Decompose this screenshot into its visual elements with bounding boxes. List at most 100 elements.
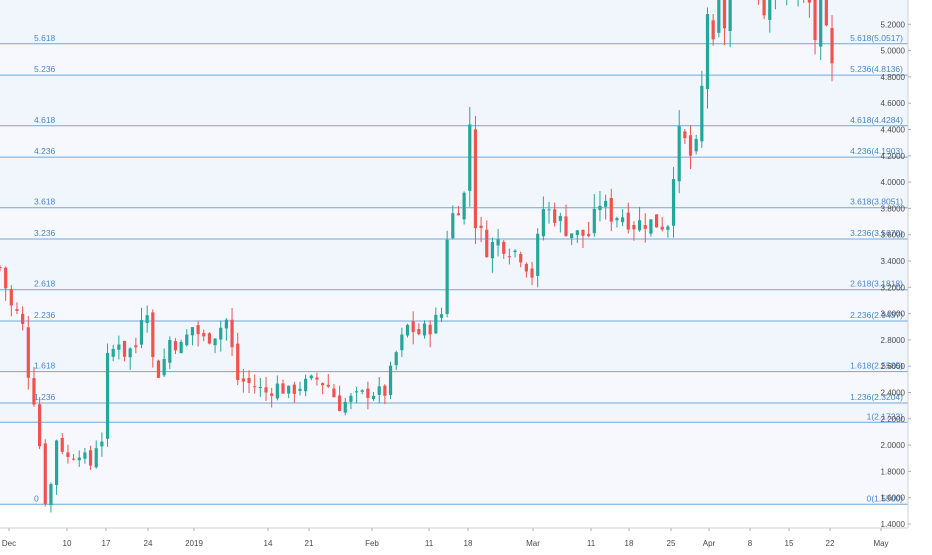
y-tick-label: 2.2000 bbox=[881, 415, 906, 424]
candle-body bbox=[173, 341, 178, 351]
candle-body bbox=[219, 327, 223, 340]
candle-body bbox=[9, 289, 13, 306]
candle-body bbox=[536, 233, 540, 276]
candle-body bbox=[688, 135, 693, 156]
candle-body bbox=[705, 14, 710, 90]
fib-right-label: 3.236(3.5670) bbox=[850, 228, 903, 238]
y-tick-label: 2.8000 bbox=[881, 336, 906, 345]
y-tick-label: 5.2000 bbox=[881, 20, 906, 29]
x-tick-label: Dec bbox=[2, 539, 16, 548]
fib-left-label: 3.618 bbox=[34, 197, 56, 207]
candle-body bbox=[473, 129, 478, 229]
candle-body bbox=[66, 452, 70, 457]
candle-body bbox=[258, 386, 262, 388]
candle-body bbox=[683, 131, 687, 139]
candle-body bbox=[728, 0, 732, 32]
candle-body bbox=[134, 345, 138, 348]
candle-body bbox=[671, 179, 676, 226]
candle-body bbox=[434, 314, 438, 334]
fib-right-label: 2.618(3.1818) bbox=[850, 279, 903, 289]
candle-body bbox=[253, 386, 257, 388]
fib-right-label: 5.618(5.0517) bbox=[850, 33, 903, 43]
candle-body bbox=[190, 327, 195, 336]
fib-right-label: 1.236(2.3204) bbox=[850, 392, 903, 402]
x-tick-label: 10 bbox=[63, 539, 72, 548]
fib-left-label: 1.236 bbox=[34, 392, 56, 402]
fib-left-label: 2.236 bbox=[34, 310, 56, 320]
candle-body bbox=[462, 192, 466, 220]
candle-body bbox=[388, 365, 393, 395]
candle-body bbox=[83, 452, 87, 459]
candle-body bbox=[270, 393, 274, 396]
candle-body bbox=[643, 225, 647, 229]
candle-body bbox=[77, 457, 81, 461]
fib-right-label: 4.618(4.4284) bbox=[850, 115, 903, 125]
fib-left-label: 1.618 bbox=[34, 361, 56, 371]
y-tick-label: 4.4000 bbox=[881, 126, 906, 135]
y-tick-label: 3.2000 bbox=[881, 283, 906, 292]
fib-left-label: 5.618 bbox=[34, 33, 56, 43]
candle-body bbox=[230, 319, 234, 348]
x-tick-label: 24 bbox=[144, 539, 153, 548]
candle-body bbox=[264, 387, 268, 393]
fib-band bbox=[0, 289, 908, 322]
candle-body bbox=[383, 385, 387, 396]
candle-body bbox=[626, 212, 630, 230]
candle-body bbox=[298, 388, 302, 391]
fib-band bbox=[0, 157, 908, 208]
candle-body bbox=[196, 325, 200, 335]
candle-body bbox=[162, 359, 166, 376]
candle-body bbox=[604, 200, 608, 207]
y-tick-label: 3.4000 bbox=[881, 257, 906, 266]
candle-body bbox=[768, 0, 772, 20]
y-tick-label: 1.4000 bbox=[881, 520, 906, 529]
candle-body bbox=[502, 241, 506, 254]
x-tick-label: May bbox=[873, 539, 888, 548]
fib-right-label: 5.236(4.8136) bbox=[850, 64, 903, 74]
candle-body bbox=[456, 213, 461, 216]
candle-body bbox=[558, 215, 562, 221]
candle-body bbox=[377, 386, 381, 395]
candle-body bbox=[592, 208, 596, 234]
candle-body bbox=[405, 324, 410, 336]
candle-body bbox=[117, 344, 121, 350]
candle-body bbox=[213, 338, 217, 346]
candle-body bbox=[168, 339, 172, 363]
candle-body bbox=[762, 0, 766, 16]
candle-body bbox=[677, 126, 681, 182]
candle-body bbox=[49, 483, 53, 506]
x-tick-label: 25 bbox=[667, 539, 676, 548]
candle-body bbox=[519, 253, 523, 263]
candle-body bbox=[247, 377, 251, 384]
y-tick-label: 4.0000 bbox=[881, 178, 906, 187]
candle-body bbox=[422, 323, 427, 336]
candle-body bbox=[4, 267, 8, 289]
candle-body bbox=[21, 313, 25, 324]
candle-body bbox=[354, 391, 359, 393]
fib-band bbox=[0, 43, 908, 76]
candle-body bbox=[224, 319, 228, 329]
fib-left-label: 5.236 bbox=[34, 64, 56, 74]
candle-body bbox=[694, 138, 698, 152]
candle-body bbox=[128, 348, 132, 358]
fib-right-label: 4.236(4.1903) bbox=[850, 146, 903, 156]
candle-body bbox=[581, 229, 585, 236]
candle-body bbox=[156, 360, 161, 378]
candle-body bbox=[649, 219, 653, 234]
candle-body bbox=[711, 20, 715, 40]
fib-left-labels: 0 1.236 1.618 2.236 2.618 3.236 3.618 4.236 4.61… bbox=[34, 33, 56, 503]
candle-body bbox=[236, 343, 240, 380]
y-tick-label: 2.4000 bbox=[881, 389, 906, 398]
candle-body bbox=[553, 209, 557, 223]
candle-body bbox=[43, 443, 47, 505]
candle-body bbox=[304, 378, 308, 392]
candle-body bbox=[71, 458, 76, 460]
candle-body bbox=[394, 352, 398, 366]
fib-left-label: 4.236 bbox=[34, 146, 56, 156]
candle-body bbox=[570, 233, 574, 239]
fib-band bbox=[0, 422, 908, 505]
candle-body bbox=[632, 225, 636, 230]
candle-body bbox=[507, 256, 511, 258]
